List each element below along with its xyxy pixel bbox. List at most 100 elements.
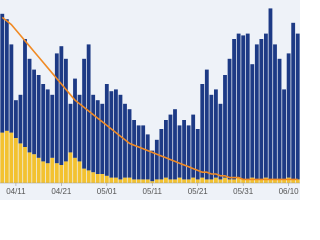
- bar: [173, 109, 177, 180]
- bar: [132, 120, 136, 180]
- bar: [136, 179, 141, 183]
- bar: [127, 177, 132, 183]
- bar: [9, 132, 14, 183]
- bar: [232, 39, 236, 180]
- bar: [186, 125, 191, 180]
- x-tick-label: 05/31: [233, 187, 254, 196]
- bar: [0, 13, 5, 133]
- bar: [195, 129, 200, 180]
- bar: [109, 91, 114, 178]
- bar: [100, 174, 105, 183]
- bar: [64, 58, 68, 162]
- bar: [236, 33, 241, 178]
- bar: [209, 94, 214, 180]
- x-tick-label: 04/11: [6, 187, 26, 196]
- bar: [150, 150, 155, 182]
- bar: [250, 64, 255, 178]
- bar: [268, 179, 273, 183]
- bar: [177, 177, 182, 183]
- bar: [150, 181, 155, 183]
- bar: [132, 179, 136, 183]
- bar: [100, 103, 105, 174]
- x-tick-label: 05/21: [188, 187, 209, 196]
- bar: [182, 179, 186, 183]
- bar: [50, 157, 55, 183]
- bar: [4, 19, 9, 131]
- bar: [273, 44, 277, 180]
- bar: [77, 94, 82, 162]
- bar: [109, 177, 114, 183]
- bar: [154, 139, 159, 180]
- bar: [27, 152, 32, 183]
- bar: [118, 179, 123, 183]
- bar: [164, 120, 168, 178]
- bar: [295, 179, 300, 183]
- bar: [186, 179, 191, 183]
- bar: [86, 44, 91, 171]
- bar: [36, 157, 41, 183]
- bar: [4, 130, 9, 183]
- bar: [227, 58, 232, 180]
- bar: [291, 179, 296, 183]
- bar: [295, 33, 300, 180]
- bar: [95, 100, 100, 174]
- bar: [254, 179, 259, 183]
- bar: [9, 44, 14, 133]
- bar: [286, 53, 291, 178]
- bar: [95, 174, 100, 183]
- bar: [123, 177, 127, 183]
- trend-line: [1, 16, 298, 181]
- bar: [291, 22, 296, 180]
- bar: [82, 168, 86, 183]
- bar: [14, 100, 18, 138]
- bar: [145, 179, 150, 183]
- bar: [245, 179, 250, 183]
- bar: [236, 177, 241, 183]
- bar: [232, 179, 236, 183]
- bar: [68, 152, 73, 183]
- bar: [250, 177, 255, 183]
- bar: [54, 53, 59, 164]
- bar: [18, 143, 23, 183]
- bar: [23, 39, 27, 147]
- bar: [168, 179, 173, 183]
- bar: [277, 58, 282, 180]
- bar: [264, 33, 268, 178]
- bar: [77, 161, 82, 183]
- bar: [64, 161, 68, 183]
- bar: [45, 163, 50, 183]
- bar: [104, 175, 109, 183]
- x-tick-label: 05/01: [97, 187, 118, 196]
- bar: [82, 58, 86, 169]
- bar: [59, 165, 64, 183]
- bar: [159, 129, 164, 180]
- bar: [182, 120, 186, 180]
- bar: [191, 177, 196, 183]
- bar: [268, 8, 273, 180]
- bar: [59, 46, 64, 166]
- x-tick-label: 06/10: [279, 187, 300, 196]
- bar: [41, 84, 46, 162]
- bar: [259, 179, 264, 183]
- bar: [18, 94, 23, 144]
- bar: [214, 177, 218, 183]
- x-tick-label: 04/21: [51, 187, 72, 196]
- chart: 04/11 04/21 05/01 05/11 05/21 05/31 06/10: [0, 0, 300, 200]
- bar: [159, 179, 164, 183]
- bar: [241, 179, 246, 183]
- bar: [227, 179, 232, 183]
- bar: [114, 177, 118, 183]
- x-tick-label: 05/11: [143, 187, 163, 196]
- bar: [195, 179, 200, 183]
- bar: [168, 114, 173, 180]
- bar: [104, 84, 109, 176]
- bar: [68, 103, 73, 153]
- bar: [91, 94, 96, 173]
- bar: [154, 179, 159, 183]
- bar: [264, 177, 268, 183]
- bar: [32, 154, 36, 183]
- bar: [145, 134, 150, 180]
- bar: [177, 125, 182, 178]
- bar: [277, 179, 282, 183]
